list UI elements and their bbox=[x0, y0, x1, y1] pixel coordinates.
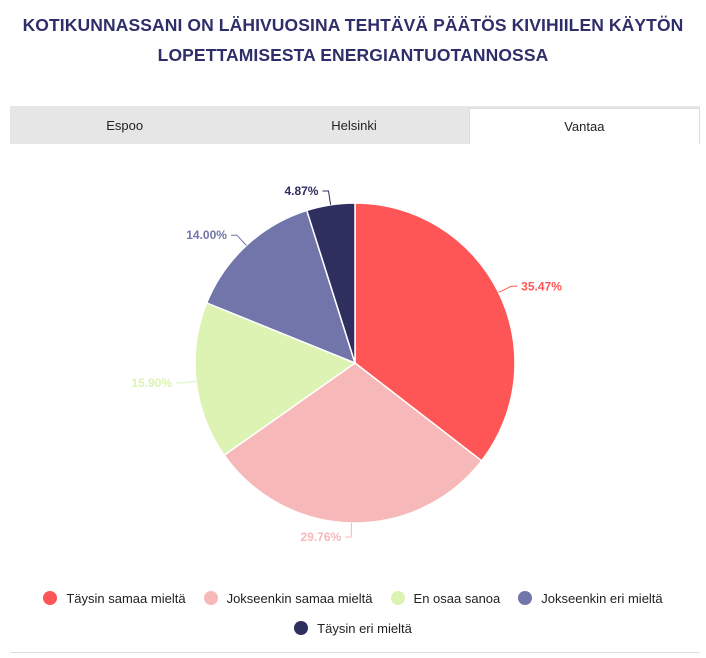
chart-legend: Täysin samaa mieltä Jokseenkin samaa mie… bbox=[0, 583, 706, 643]
data-label: 29.76% bbox=[300, 530, 341, 544]
pie-slice-t-ysin-eri-mielt-[interactable] bbox=[305, 202, 356, 364]
label-connector bbox=[230, 234, 247, 246]
legend-item-jokseenkin-eri[interactable]: Jokseenkin eri mieltä bbox=[518, 590, 663, 606]
chart-title-line-2: LOPETTAMISESTA ENERGIANTUOTANNOSSA bbox=[157, 45, 549, 65]
bottom-divider bbox=[10, 652, 700, 653]
data-label: 14.00% bbox=[186, 228, 227, 242]
legend-item-taysin-eri[interactable]: Täysin eri mieltä bbox=[294, 621, 412, 636]
legend-label: Jokseenkin samaa mieltä bbox=[226, 590, 373, 606]
label-connector bbox=[345, 522, 352, 538]
data-label: 15.90% bbox=[131, 376, 172, 390]
legend-swatch bbox=[390, 591, 405, 605]
label-connector bbox=[498, 285, 518, 293]
label-connector bbox=[322, 190, 332, 205]
legend-swatch bbox=[294, 621, 309, 635]
chart-title-line-1: KOTIKUNNASSANI ON LÄHIVUOSINA TEHTÄVÄ PÄ… bbox=[22, 15, 684, 35]
tab-helsinki[interactable]: Helsinki bbox=[331, 117, 377, 133]
legend-label: Jokseenkin eri mieltä bbox=[541, 590, 663, 606]
legend-row-1: Täysin samaa mieltä Jokseenkin samaa mie… bbox=[0, 583, 706, 613]
legend-row-2: Täysin eri mieltä bbox=[0, 613, 706, 643]
pie-chart: 35.47% 29.76% 15.90% 14.00% 4.87% bbox=[131, 184, 562, 544]
legend-swatch bbox=[43, 591, 58, 605]
city-tabs: Espoo Helsinki Vantaa bbox=[10, 106, 700, 144]
pie-slice-t-ysin-samaa-mielt-[interactable] bbox=[354, 202, 516, 462]
chart-title: KOTIKUNNASSANI ON LÄHIVUOSINA TEHTÄVÄ PÄ… bbox=[0, 10, 706, 70]
tab-espoo[interactable]: Espoo bbox=[106, 117, 144, 133]
legend-swatch bbox=[518, 591, 533, 605]
legend-item-en-osaa[interactable]: En osaa sanoa bbox=[390, 590, 501, 606]
data-label: 35.47% bbox=[521, 279, 562, 293]
legend-swatch bbox=[203, 591, 218, 605]
pie-slice-en-osaa-sanoa[interactable] bbox=[194, 301, 357, 457]
pie-slice-jokseenkin-eri-mielt-[interactable] bbox=[205, 209, 357, 365]
legend-label: Täysin samaa mieltä bbox=[66, 590, 186, 606]
legend-item-jokseenkin-samaa[interactable]: Jokseenkin samaa mieltä bbox=[203, 590, 373, 606]
pie-slice-jokseenkin-samaa-mielt-[interactable] bbox=[223, 362, 483, 524]
data-label: 4.87% bbox=[284, 184, 318, 198]
tab-vantaa[interactable]: Vantaa bbox=[468, 108, 700, 144]
label-connector bbox=[176, 380, 197, 384]
legend-label: En osaa sanoa bbox=[413, 590, 501, 606]
legend-label: Täysin eri mieltä bbox=[317, 620, 412, 636]
legend-item-taysin-samaa[interactable]: Täysin samaa mieltä bbox=[43, 590, 186, 606]
